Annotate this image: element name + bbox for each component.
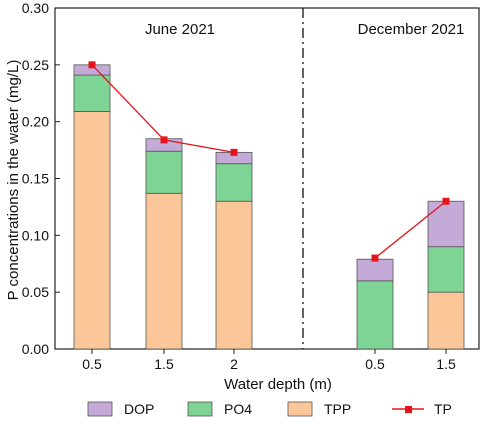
legend-label-dop: DOP	[124, 401, 154, 417]
bar-po4	[73, 74, 111, 112]
tp-point	[371, 254, 379, 262]
tp-line-segment	[374, 200, 447, 259]
tp-point	[88, 61, 96, 69]
legend-marker-tp	[405, 406, 412, 413]
y-axis-title: P concentrations in the water (mg/L)	[5, 60, 22, 301]
y-tick-label: 0.05	[22, 284, 49, 300]
tp-point	[230, 148, 238, 156]
tp-point	[442, 197, 450, 205]
y-tick-label: 0.30	[22, 0, 49, 16]
y-tick-label: 0.15	[22, 171, 49, 187]
plot-area: 0.00 0.05 0.10 0.15 0.20 0.25 0.30 0.5 1.5 2 0.5 1.…	[22, 0, 480, 372]
x-tick-label: 0.5	[82, 356, 102, 372]
bar-po4	[356, 280, 394, 350]
legend-label-po4: PO4	[224, 401, 252, 417]
bar-po4	[427, 246, 465, 293]
x-tick-label: 1.5	[436, 356, 456, 372]
plot-frame	[54, 7, 480, 350]
y-tick-label: 0.10	[22, 227, 49, 243]
bar-tpp	[145, 192, 183, 350]
legend-label-tp: TP	[434, 401, 452, 417]
legend-label-tpp: TPP	[324, 401, 351, 417]
x-axis-title: Water depth (m)	[224, 376, 332, 393]
bar-dop	[356, 258, 394, 282]
legend-swatch-tpp	[287, 401, 313, 417]
legend-swatch-dop	[87, 401, 113, 417]
group-label-june: June 2021	[145, 21, 215, 38]
legend-swatch-po4	[187, 401, 213, 417]
bar-tpp	[427, 291, 465, 350]
bar-dop	[427, 200, 465, 248]
y-tick-label: 0.20	[22, 114, 49, 130]
bar-tpp	[73, 111, 111, 350]
y-tick-label: 0.25	[22, 57, 49, 73]
x-tick-label: 2	[230, 356, 238, 372]
tp-point	[160, 136, 168, 144]
bar-po4	[145, 150, 183, 194]
bar-po4	[215, 163, 253, 202]
x-tick-label: 0.5	[365, 356, 385, 372]
y-tick-label: 0.00	[22, 341, 49, 357]
legend: DOP PO4 TPP TP	[87, 401, 452, 417]
bar-tpp	[215, 200, 253, 350]
group-label-december: December 2021	[358, 21, 465, 38]
x-tick-label: 1.5	[154, 356, 174, 372]
